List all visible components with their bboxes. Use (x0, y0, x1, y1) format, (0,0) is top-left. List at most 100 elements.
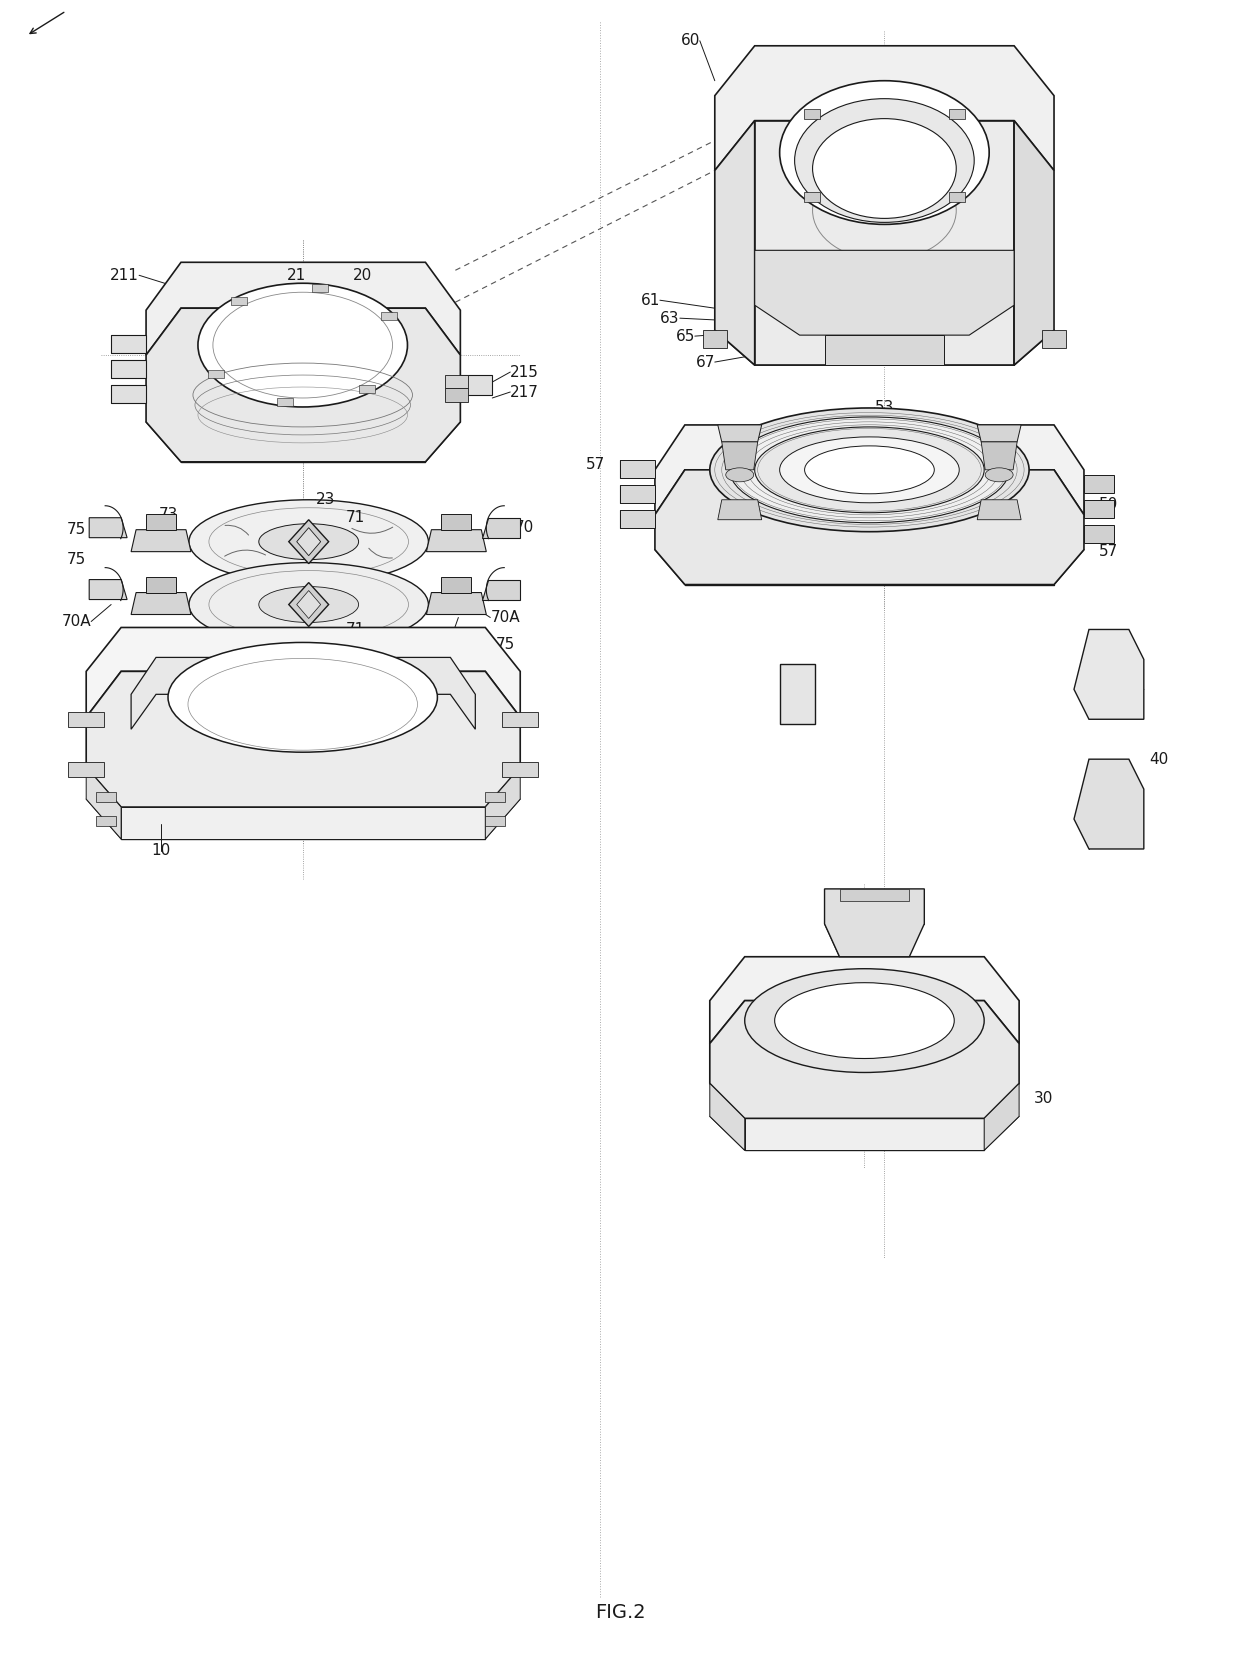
Polygon shape (1042, 331, 1066, 348)
Polygon shape (208, 369, 224, 378)
Polygon shape (620, 485, 655, 502)
Polygon shape (460, 374, 492, 395)
Polygon shape (87, 628, 521, 717)
Polygon shape (68, 762, 104, 777)
Text: 215: 215 (510, 364, 539, 379)
Polygon shape (1084, 475, 1114, 492)
Polygon shape (87, 672, 521, 808)
Text: 65: 65 (676, 329, 694, 344)
Polygon shape (502, 712, 538, 727)
Text: 67: 67 (696, 354, 714, 369)
Polygon shape (278, 398, 294, 406)
Text: 61: 61 (641, 292, 660, 307)
Polygon shape (427, 529, 486, 552)
Polygon shape (755, 250, 1014, 336)
Polygon shape (709, 1001, 1019, 1118)
Text: 59: 59 (970, 442, 988, 457)
Polygon shape (1074, 759, 1143, 850)
Ellipse shape (259, 524, 358, 559)
Polygon shape (358, 386, 374, 393)
Polygon shape (131, 658, 475, 729)
Polygon shape (949, 191, 965, 201)
Ellipse shape (805, 447, 934, 494)
Polygon shape (112, 384, 146, 403)
Polygon shape (112, 336, 146, 353)
Ellipse shape (755, 426, 985, 512)
Polygon shape (620, 460, 655, 479)
Polygon shape (445, 388, 469, 401)
Ellipse shape (167, 643, 438, 752)
Polygon shape (231, 297, 247, 306)
Polygon shape (780, 665, 815, 724)
Ellipse shape (795, 99, 975, 222)
Polygon shape (502, 762, 538, 777)
Ellipse shape (198, 284, 408, 406)
Polygon shape (714, 121, 755, 364)
Polygon shape (709, 957, 1019, 1044)
Polygon shape (381, 312, 397, 321)
Polygon shape (985, 1083, 1019, 1150)
Text: 75: 75 (67, 522, 87, 537)
Text: 70A: 70A (62, 615, 92, 630)
Ellipse shape (986, 468, 1013, 482)
Polygon shape (296, 591, 321, 618)
Polygon shape (131, 593, 191, 615)
Polygon shape (112, 359, 146, 378)
Text: 40: 40 (1148, 752, 1168, 767)
Polygon shape (146, 576, 176, 593)
Text: 211: 211 (110, 267, 139, 282)
Text: 75: 75 (67, 552, 87, 568)
Polygon shape (703, 331, 727, 348)
Text: 211: 211 (110, 364, 139, 379)
Polygon shape (977, 500, 1021, 520)
Polygon shape (146, 262, 460, 354)
Polygon shape (1084, 526, 1114, 542)
Polygon shape (1084, 500, 1114, 517)
Ellipse shape (709, 408, 1029, 532)
Text: 73: 73 (453, 626, 471, 641)
Polygon shape (981, 442, 1017, 470)
Ellipse shape (775, 982, 955, 1058)
Text: 71: 71 (346, 621, 365, 636)
Ellipse shape (780, 81, 990, 225)
Polygon shape (445, 374, 469, 388)
Ellipse shape (188, 500, 429, 584)
Polygon shape (97, 816, 117, 826)
Text: 55: 55 (740, 428, 759, 442)
Polygon shape (655, 425, 1084, 515)
Polygon shape (89, 579, 128, 599)
Polygon shape (289, 583, 329, 626)
Polygon shape (745, 1118, 985, 1150)
Ellipse shape (780, 437, 960, 502)
Polygon shape (755, 121, 1014, 364)
Ellipse shape (259, 586, 358, 623)
Text: 20: 20 (352, 267, 372, 282)
Polygon shape (441, 576, 471, 593)
Polygon shape (441, 514, 471, 529)
Polygon shape (89, 517, 128, 537)
Polygon shape (97, 792, 117, 803)
Polygon shape (146, 514, 176, 529)
Polygon shape (146, 309, 460, 462)
Polygon shape (825, 336, 945, 364)
Polygon shape (427, 593, 486, 615)
Text: 75: 75 (495, 636, 515, 651)
Polygon shape (485, 767, 521, 840)
Text: 217: 217 (510, 384, 539, 400)
Text: 71: 71 (346, 510, 365, 526)
Polygon shape (296, 527, 321, 556)
Text: 30: 30 (1034, 1091, 1054, 1106)
Ellipse shape (725, 468, 754, 482)
Text: 73: 73 (159, 507, 179, 522)
Polygon shape (709, 1083, 745, 1150)
Polygon shape (87, 767, 122, 840)
Text: 57: 57 (585, 457, 605, 472)
Text: 23: 23 (316, 492, 335, 507)
Polygon shape (804, 109, 820, 119)
Polygon shape (839, 888, 909, 902)
Text: FIG.2: FIG.2 (595, 1603, 645, 1622)
Polygon shape (718, 500, 761, 520)
Polygon shape (722, 442, 758, 470)
Polygon shape (949, 109, 965, 119)
Polygon shape (482, 579, 521, 599)
